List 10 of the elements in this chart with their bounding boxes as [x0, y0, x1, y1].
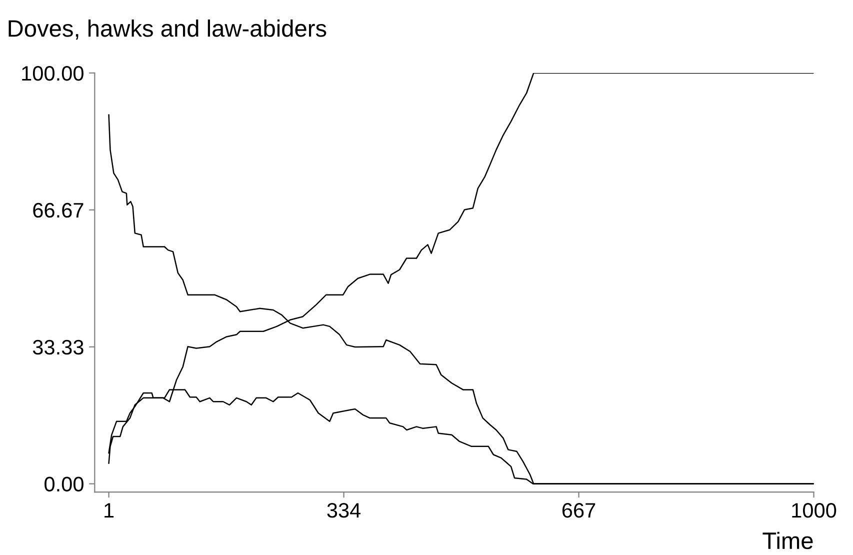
y-tick-label: 100.00: [22, 66, 84, 81]
x-axis-title: Time: [762, 532, 813, 550]
chart-title: Doves, hawks and law-abiders: [8, 20, 326, 40]
x-tick-label: 1: [104, 503, 114, 518]
x-tick-label: 334: [327, 502, 361, 518]
x-tick-label: 667: [562, 502, 596, 518]
y-tick-label: 33.33: [32, 340, 84, 355]
y-tick-label: 0.00: [44, 476, 84, 492]
y-tick-label: 66.67: [33, 202, 84, 218]
x-tick-label: 1000: [792, 502, 836, 518]
